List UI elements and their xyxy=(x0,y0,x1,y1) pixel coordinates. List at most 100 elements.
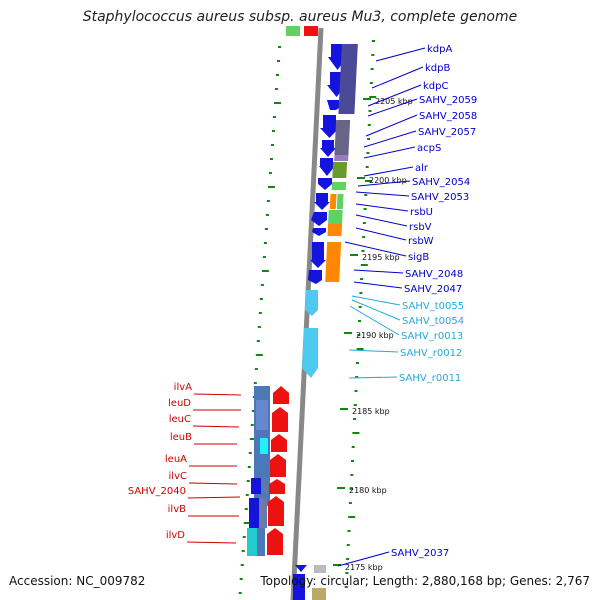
tick-mark xyxy=(268,172,272,174)
tick-mark xyxy=(256,340,260,342)
tick-mark xyxy=(254,368,258,370)
gene-sigB xyxy=(310,242,326,268)
gene-label-sahv_r0012: SAHV_r0012 xyxy=(400,348,462,359)
label-leader xyxy=(344,241,407,257)
tick-mark xyxy=(243,522,251,524)
tick-mark xyxy=(248,452,252,454)
scale-tick xyxy=(333,564,341,566)
tick-mark xyxy=(362,236,366,238)
label-leader xyxy=(192,425,240,428)
tick-mark xyxy=(365,180,372,182)
label-leader xyxy=(367,84,422,107)
tick-mark xyxy=(354,390,358,392)
tick-mark xyxy=(275,74,279,76)
gene-label-sahv_2058: SAHV_2058 xyxy=(419,111,477,122)
tick-mark xyxy=(262,256,266,258)
tick-mark xyxy=(267,186,275,188)
gene-label-rsbu: rsbU xyxy=(410,207,433,218)
gene-label-kdpb: kdpB xyxy=(425,63,450,74)
gene-label-sahv_t0054: SAHV_t0054 xyxy=(402,316,464,327)
gene-label-ilvb: ilvB xyxy=(168,504,186,515)
tick-mark xyxy=(358,320,361,322)
gene-label-sahv_2053: SAHV_2053 xyxy=(411,192,469,203)
gene-label-sahv_t0055: SAHV_t0055 xyxy=(402,301,464,312)
gene-label-sahv_r0013: SAHV_r0013 xyxy=(401,331,463,342)
forward-gene-track xyxy=(293,44,347,600)
label-leader xyxy=(348,376,398,379)
tick-mark xyxy=(347,530,351,532)
tick-mark xyxy=(278,46,281,48)
gene-t0054 xyxy=(302,328,318,378)
gene-label-leud: leuD xyxy=(168,398,191,409)
scale-tick xyxy=(363,98,371,100)
tick-mark xyxy=(353,418,357,420)
tick-mark xyxy=(367,138,371,140)
tick-mark xyxy=(240,564,244,566)
gene-label-sahv_2047: SAHV_2047 xyxy=(404,284,462,295)
tick-mark xyxy=(369,96,377,98)
gene-label-ilva: ilvA xyxy=(174,382,192,393)
tick-mark xyxy=(242,536,246,538)
label-leader xyxy=(186,541,237,544)
cog-track xyxy=(312,44,358,600)
tick-mark xyxy=(357,334,361,336)
genome-summary: Topology: circular; Length: 2,880,168 bp… xyxy=(260,574,590,588)
tick-mark xyxy=(263,242,267,244)
tick-mark xyxy=(356,348,364,350)
tick-mark xyxy=(345,572,349,574)
scale-label: 2175 kbp xyxy=(345,563,383,572)
label-leader xyxy=(355,227,407,241)
gene-rsbW xyxy=(312,228,326,236)
tick-mark xyxy=(251,410,255,412)
tick-mark xyxy=(273,102,281,104)
label-leader xyxy=(351,295,401,306)
gene-label-sahv_2037: SAHV_2037 xyxy=(391,548,449,559)
gene-sahv2057 xyxy=(319,158,335,176)
label-leader xyxy=(357,180,411,187)
tick-mark xyxy=(351,446,355,448)
gene-label-rsbv: rsbV xyxy=(409,222,432,233)
label-leader xyxy=(187,496,241,499)
tick-mark xyxy=(360,278,364,280)
tick-mark xyxy=(247,466,251,468)
tick-mark xyxy=(261,270,269,272)
tick-mark xyxy=(369,82,373,84)
gene-label-leub: leuB xyxy=(170,432,192,443)
tick-mark xyxy=(265,214,269,216)
label-leader xyxy=(351,299,401,321)
tick-mark xyxy=(355,376,359,378)
tick-mark xyxy=(346,544,350,546)
scale-label: 2180 kbp xyxy=(349,486,387,495)
top-gene-green xyxy=(286,26,300,36)
tick-mark xyxy=(368,110,372,112)
scale-label: 2205 kbp xyxy=(375,97,413,106)
gene-2037 xyxy=(295,565,307,572)
gene-sahv2048 xyxy=(308,270,322,284)
map-title: Staphylococcus aureus subsp. aureus Mu3,… xyxy=(82,9,518,25)
label-leader xyxy=(353,269,404,274)
tick-mark xyxy=(239,578,243,580)
scale-label: 2195 kbp xyxy=(362,253,400,262)
tick-mark xyxy=(259,298,263,300)
label-leaders xyxy=(186,47,426,567)
tick-mark xyxy=(348,502,352,504)
gene-t0055 xyxy=(305,290,318,316)
backbone-line xyxy=(290,27,324,600)
gene-label-acps: acpS xyxy=(417,143,441,154)
label-leader xyxy=(348,349,399,353)
tick-mark xyxy=(371,54,375,56)
scale-label: 2200 kbp xyxy=(369,176,407,185)
tick-mark xyxy=(355,362,359,364)
tick-mark xyxy=(352,432,360,434)
gene-sahv2059 xyxy=(320,115,339,138)
gene-label-sahv_2057: SAHV_2057 xyxy=(418,127,476,138)
scale-tick xyxy=(350,254,358,256)
tick-mark xyxy=(245,494,249,496)
tick-mark xyxy=(246,480,250,482)
gene-label-sahv_2054: SAHV_2054 xyxy=(412,177,470,188)
label-leader xyxy=(365,114,418,137)
label-leader xyxy=(353,281,403,289)
gene-bottom-blue xyxy=(293,574,305,600)
tick-mark xyxy=(353,404,357,406)
tick-mark xyxy=(366,152,370,154)
